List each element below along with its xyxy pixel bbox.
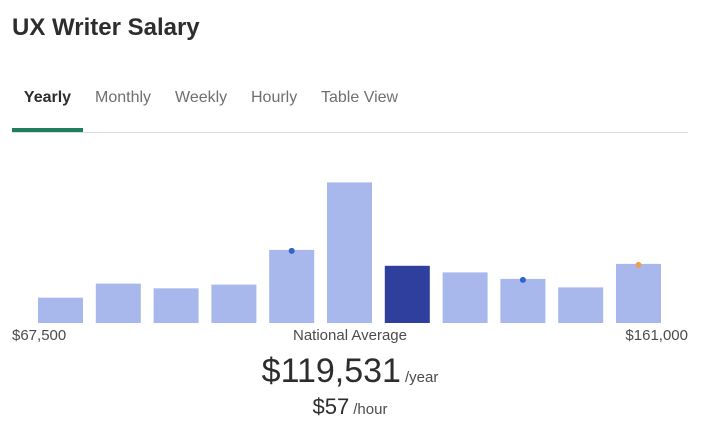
yearly-average: $119,531/year <box>0 352 700 391</box>
tab-yearly[interactable]: Yearly <box>12 78 83 132</box>
bar[interactable] <box>269 249 315 323</box>
bar[interactable] <box>211 284 257 323</box>
national-average-label: National Average <box>293 327 407 344</box>
salary-distribution-chart <box>38 182 661 323</box>
blue-marker-dot <box>519 276 526 283</box>
bar[interactable] <box>95 283 141 323</box>
bar[interactable] <box>153 288 199 323</box>
yearly-average-value: $119,531 <box>261 352 401 390</box>
pay-period-tabs: Yearly Monthly Weekly Hourly Table View <box>12 78 688 133</box>
bar[interactable] <box>500 278 546 323</box>
bar[interactable] <box>442 272 488 323</box>
page-title: UX Writer Salary <box>12 14 200 41</box>
hourly-average-value: $57 <box>312 394 350 419</box>
blue-marker-dot <box>288 247 295 254</box>
orange-marker-dot <box>635 261 642 268</box>
bar[interactable] <box>558 287 604 323</box>
bar-national-average[interactable] <box>384 265 430 323</box>
range-max-label: $161,000 <box>625 327 688 344</box>
bar[interactable] <box>327 182 372 323</box>
bar[interactable] <box>38 297 83 323</box>
range-min-label: $67,500 <box>12 327 67 344</box>
tab-monthly[interactable]: Monthly <box>95 89 152 106</box>
tab-table-view[interactable]: Table View <box>321 89 399 106</box>
hourly-average: $57/hour <box>0 394 700 420</box>
bar[interactable] <box>616 263 661 323</box>
hourly-average-unit: /hour <box>353 401 388 418</box>
tab-weekly[interactable]: Weekly <box>175 89 228 106</box>
tab-hourly[interactable]: Hourly <box>251 89 298 106</box>
yearly-average-unit: /year <box>404 369 439 386</box>
